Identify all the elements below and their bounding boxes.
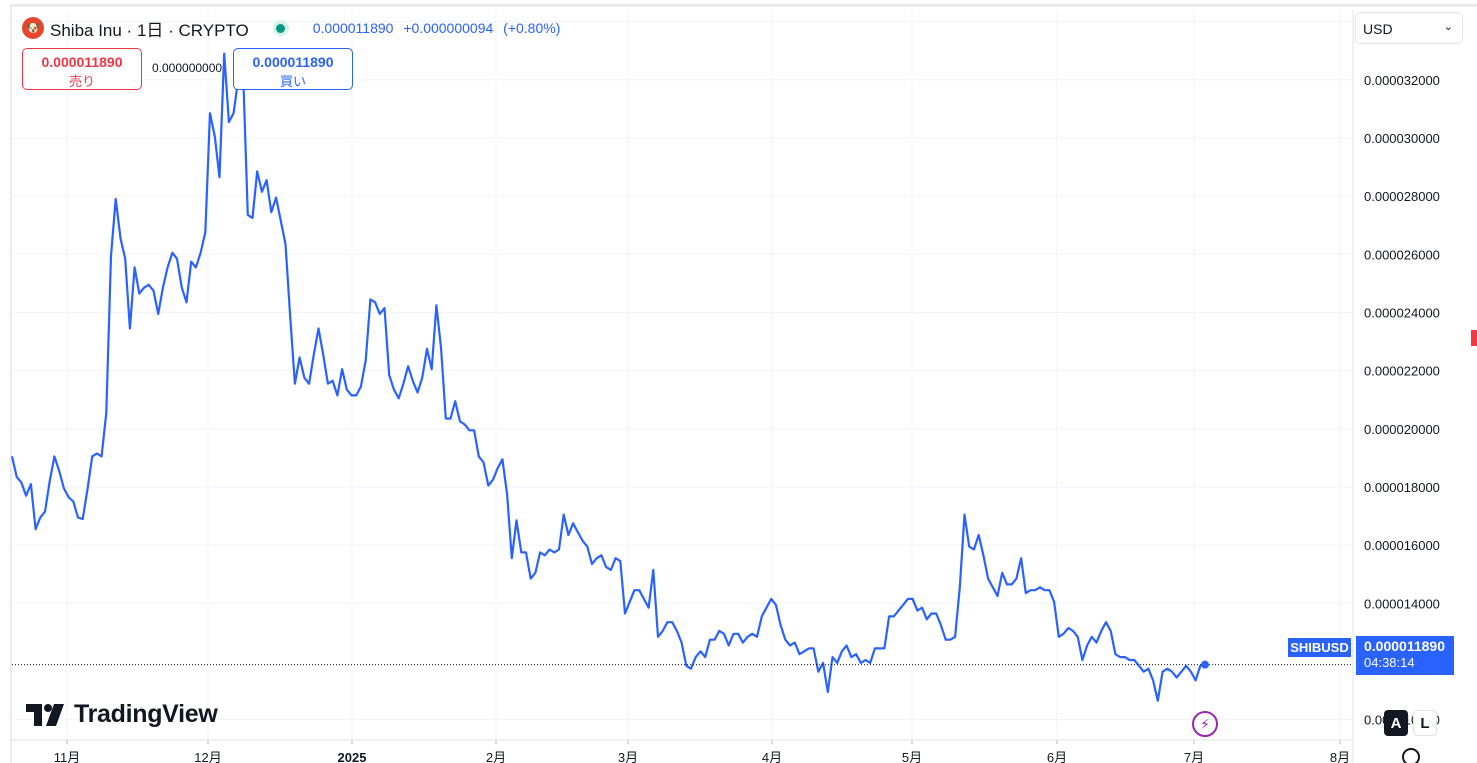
price-series-line[interactable] xyxy=(10,52,1206,702)
currency-value: USD xyxy=(1363,21,1393,37)
x-tick-label: 3月 xyxy=(618,750,638,763)
change-value: +0.000000094 xyxy=(403,20,494,36)
currency-select[interactable]: USD ⌄ xyxy=(1355,12,1463,44)
auto-scale-button[interactable]: A xyxy=(1384,710,1408,736)
symbol-title[interactable]: Shiba Inu · 1日 · CRYPTO xyxy=(50,20,249,40)
top-border xyxy=(10,4,1477,7)
settings-gear-icon[interactable] xyxy=(1402,748,1420,763)
sell-button[interactable]: 0.000011890 売り xyxy=(22,48,142,90)
chevron-down-icon: ⌄ xyxy=(1443,21,1453,33)
x-tick-label: 2025 xyxy=(338,750,367,763)
symbol-legend: 🐶 Shiba Inu · 1日 · CRYPTO 0.000011890 +0… xyxy=(22,16,566,40)
x-tick-label: 12月 xyxy=(194,750,221,763)
y-tick-label: 0.000026000 xyxy=(1364,247,1440,262)
alert-marker xyxy=(1471,330,1477,346)
bar-countdown: 04:38:14 xyxy=(1364,655,1415,670)
y-tick-label: 0.000020000 xyxy=(1364,422,1440,437)
x-tick-label: 7月 xyxy=(1184,750,1204,763)
left-border xyxy=(10,4,12,763)
log-scale-button[interactable]: L xyxy=(1413,710,1437,736)
y-tick-label: 0.000016000 xyxy=(1364,538,1440,553)
y-tick-label: 0.000032000 xyxy=(1364,73,1440,88)
buy-button[interactable]: 0.000011890 買い xyxy=(233,48,353,90)
x-tick-label: 8月 xyxy=(1330,750,1350,763)
y-tick-label: 0.000024000 xyxy=(1364,305,1440,320)
buy-label: 買い xyxy=(279,74,306,89)
tradingview-mark-icon xyxy=(26,703,64,726)
brand-name: TradingView xyxy=(74,700,218,728)
x-tick-label: 5月 xyxy=(902,750,922,763)
y-tick-label: 0.000018000 xyxy=(1364,480,1440,495)
x-tick-label: 4月 xyxy=(762,750,782,763)
change-percent: (+0.80%) xyxy=(503,20,561,36)
y-tick-label: 0.000014000 xyxy=(1364,596,1440,611)
y-tick-label: 0.000030000 xyxy=(1364,131,1440,146)
x-tick-label: 11月 xyxy=(54,750,81,763)
sell-label: 売り xyxy=(68,74,95,89)
tradingview-logo[interactable]: TradingView xyxy=(26,700,218,729)
last-price-dot xyxy=(1201,660,1209,669)
ohlc-values: 0.000011890 +0.000000094 (+0.80%) xyxy=(313,20,567,36)
last-value: 0.000011890 xyxy=(312,20,394,36)
y-tick-label: 0.000028000 xyxy=(1364,189,1440,204)
last-price-label: 0.000011890 04:38:14 xyxy=(1356,636,1454,675)
y-tick-label: 0.000022000 xyxy=(1364,364,1440,379)
x-tick-label: 6月 xyxy=(1047,750,1067,763)
market-status-icon[interactable] xyxy=(272,20,289,36)
lightning-icon[interactable]: ⚡︎ xyxy=(1192,711,1218,737)
last-price-value: 0.000011890 xyxy=(1364,638,1445,654)
buy-price: 0.000011890 xyxy=(252,54,334,70)
x-tick-label: 2月 xyxy=(486,750,506,763)
symbol-tag: SHIBUSD xyxy=(1288,638,1351,657)
spread-value: 0.000000000 xyxy=(152,61,223,75)
sell-price: 0.000011890 xyxy=(41,54,123,70)
shiba-logo-icon: 🐶 xyxy=(22,17,44,39)
